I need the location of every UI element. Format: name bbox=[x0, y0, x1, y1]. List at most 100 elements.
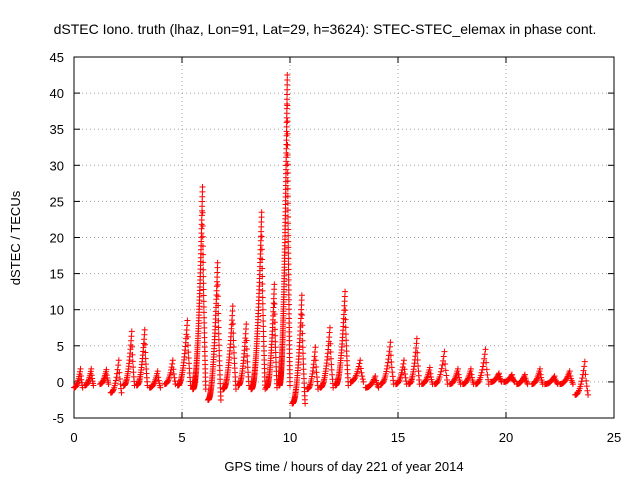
data-point bbox=[284, 193, 291, 200]
data-point bbox=[583, 383, 590, 390]
data-point bbox=[199, 222, 206, 229]
data-point bbox=[495, 370, 502, 377]
y-tick-label: 5 bbox=[57, 339, 64, 354]
data-point bbox=[113, 374, 120, 381]
data-point bbox=[383, 365, 390, 372]
x-tick-label: 0 bbox=[70, 430, 77, 445]
data-point bbox=[271, 300, 278, 307]
data-point bbox=[326, 324, 333, 331]
data-point bbox=[285, 266, 292, 273]
data-point bbox=[116, 369, 123, 376]
data-point bbox=[259, 265, 266, 272]
data-point bbox=[272, 326, 279, 333]
data-point bbox=[271, 319, 278, 326]
data-point bbox=[201, 314, 208, 321]
data-point bbox=[385, 356, 392, 363]
data-point bbox=[284, 118, 291, 125]
data-point bbox=[312, 344, 319, 351]
data-point bbox=[90, 382, 97, 389]
data-point bbox=[581, 358, 588, 365]
data-point bbox=[151, 379, 158, 386]
x-tick-label: 10 bbox=[283, 430, 297, 445]
data-point bbox=[342, 324, 349, 331]
data-point bbox=[285, 271, 292, 278]
data-point bbox=[155, 377, 162, 384]
data-point bbox=[199, 233, 206, 240]
data-point bbox=[230, 320, 237, 327]
data-point bbox=[402, 374, 409, 381]
data-point bbox=[583, 377, 590, 384]
data-point bbox=[351, 375, 358, 382]
data-point bbox=[284, 200, 291, 207]
data-point bbox=[484, 371, 491, 378]
data-point bbox=[537, 365, 544, 372]
data-point bbox=[342, 331, 349, 338]
data-point bbox=[285, 250, 292, 257]
data-point bbox=[580, 367, 587, 374]
data-point bbox=[422, 377, 429, 384]
data-point bbox=[260, 328, 267, 335]
data-point bbox=[509, 374, 516, 381]
data-point bbox=[577, 381, 584, 388]
x-tick-label: 20 bbox=[499, 430, 513, 445]
data-point bbox=[441, 348, 448, 355]
data-point bbox=[116, 375, 123, 382]
data-point bbox=[434, 379, 441, 386]
data-point bbox=[395, 378, 402, 385]
data-point bbox=[185, 342, 192, 349]
data-point bbox=[167, 369, 174, 376]
data-point bbox=[128, 328, 135, 335]
data-point bbox=[259, 273, 266, 280]
data-point bbox=[386, 348, 393, 355]
data-point bbox=[454, 365, 461, 372]
data-point bbox=[414, 357, 421, 364]
data-point bbox=[154, 368, 161, 375]
data-point bbox=[284, 141, 291, 148]
data-points bbox=[71, 72, 592, 407]
data-point bbox=[328, 355, 335, 362]
data-point bbox=[401, 366, 408, 373]
data-point bbox=[142, 349, 149, 356]
data-point bbox=[388, 358, 395, 365]
data-point bbox=[88, 365, 95, 372]
y-tick-label: 25 bbox=[50, 194, 64, 209]
data-point bbox=[285, 244, 292, 251]
data-point bbox=[214, 281, 221, 288]
data-point bbox=[110, 387, 117, 394]
data-point bbox=[259, 256, 266, 263]
data-point bbox=[443, 372, 450, 379]
data-point bbox=[285, 213, 292, 220]
data-point bbox=[387, 339, 394, 346]
data-point bbox=[427, 374, 434, 381]
data-point bbox=[112, 380, 119, 387]
data-point bbox=[200, 309, 207, 316]
data-point bbox=[284, 102, 291, 109]
y-tick-label: 0 bbox=[57, 375, 64, 390]
data-point bbox=[300, 355, 307, 362]
data-point bbox=[118, 389, 125, 396]
data-point bbox=[414, 349, 421, 356]
data-point bbox=[342, 316, 349, 323]
data-point bbox=[285, 255, 292, 262]
data-point bbox=[452, 375, 459, 382]
data-point bbox=[357, 357, 364, 364]
data-point bbox=[258, 209, 265, 216]
data-point bbox=[299, 344, 306, 351]
data-point bbox=[272, 338, 279, 345]
data-point bbox=[302, 400, 309, 407]
y-tick-label: -5 bbox=[52, 411, 64, 426]
y-tick-label: 40 bbox=[50, 86, 64, 101]
data-point bbox=[579, 375, 586, 382]
data-point bbox=[169, 360, 176, 367]
data-point bbox=[129, 358, 136, 365]
data-point bbox=[272, 344, 279, 351]
data-point bbox=[169, 357, 176, 364]
data-point bbox=[396, 377, 403, 384]
data-point bbox=[569, 381, 576, 388]
data-point bbox=[77, 365, 84, 372]
data-point bbox=[284, 161, 291, 168]
data-point bbox=[464, 376, 471, 383]
data-point bbox=[285, 220, 292, 227]
data-point bbox=[584, 387, 591, 394]
x-tick-label: 25 bbox=[607, 430, 621, 445]
